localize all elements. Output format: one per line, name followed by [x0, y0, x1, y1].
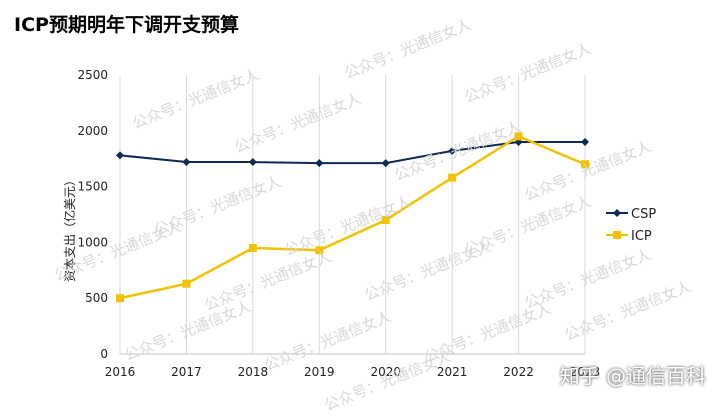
data-point-csp: [448, 146, 457, 155]
data-point-icp: [315, 246, 324, 255]
data-point-icp: [116, 294, 124, 303]
x-tick-label: 2022: [503, 365, 534, 379]
legend-label-csp: CSP: [631, 207, 656, 222]
data-point-csp: [315, 159, 324, 168]
x-tick-labels: 2016 2017 2018 2019 2020 2021 2022 2023: [105, 365, 601, 379]
x-tick-label: 2023: [570, 365, 601, 379]
data-point-icp: [381, 216, 390, 225]
zhihu-watermark: 知乎 @通信百科: [559, 364, 706, 388]
data-point-csp: [182, 158, 191, 167]
grid-lines: [119, 75, 586, 355]
data-point-csp: [116, 151, 124, 160]
y-tick-label: 500: [85, 291, 108, 305]
x-tick-label: 2017: [171, 365, 202, 379]
y-tick-label: 1000: [77, 235, 108, 249]
y-tick-labels: 0 500 1000 1500 2000 2500: [77, 68, 108, 361]
y-tick-label: 0: [100, 347, 108, 361]
x-tick-label: 2018: [238, 365, 269, 379]
x-tick-label: 2020: [370, 365, 401, 379]
legend-marker-icp: [613, 231, 621, 239]
x-tick-label: 2021: [437, 365, 468, 379]
series-line-icp: [119, 134, 586, 300]
data-point-icp: [448, 173, 457, 182]
legend-label-icp: ICP: [631, 229, 652, 244]
data-point-icp: [514, 132, 523, 141]
data-point-csp: [381, 159, 390, 168]
y-tick-label: 1500: [77, 180, 108, 194]
x-tick-label: 2016: [105, 365, 136, 379]
data-point-csp: [248, 158, 257, 167]
y-tick-label: 2000: [77, 124, 108, 138]
legend: CSP ICP: [606, 207, 656, 244]
y-tick-label: 2500: [77, 68, 108, 82]
series-layer: [116, 132, 589, 303]
y-axis-label: 资本支出（亿美元）: [62, 174, 77, 282]
data-point-icp: [182, 279, 191, 288]
x-tick-label: 2019: [304, 365, 335, 379]
legend-marker-csp: [613, 209, 621, 217]
series-line-csp: [119, 140, 585, 165]
data-point-csp: [581, 137, 589, 146]
data-point-icp: [581, 160, 589, 169]
data-point-icp: [248, 243, 257, 252]
line-chart: 0 500 1000 1500 2000 2500 2016 2017 2018 2019 202…: [62, 68, 656, 379]
page-title: ICP预期明年下调开支预算: [14, 14, 239, 36]
